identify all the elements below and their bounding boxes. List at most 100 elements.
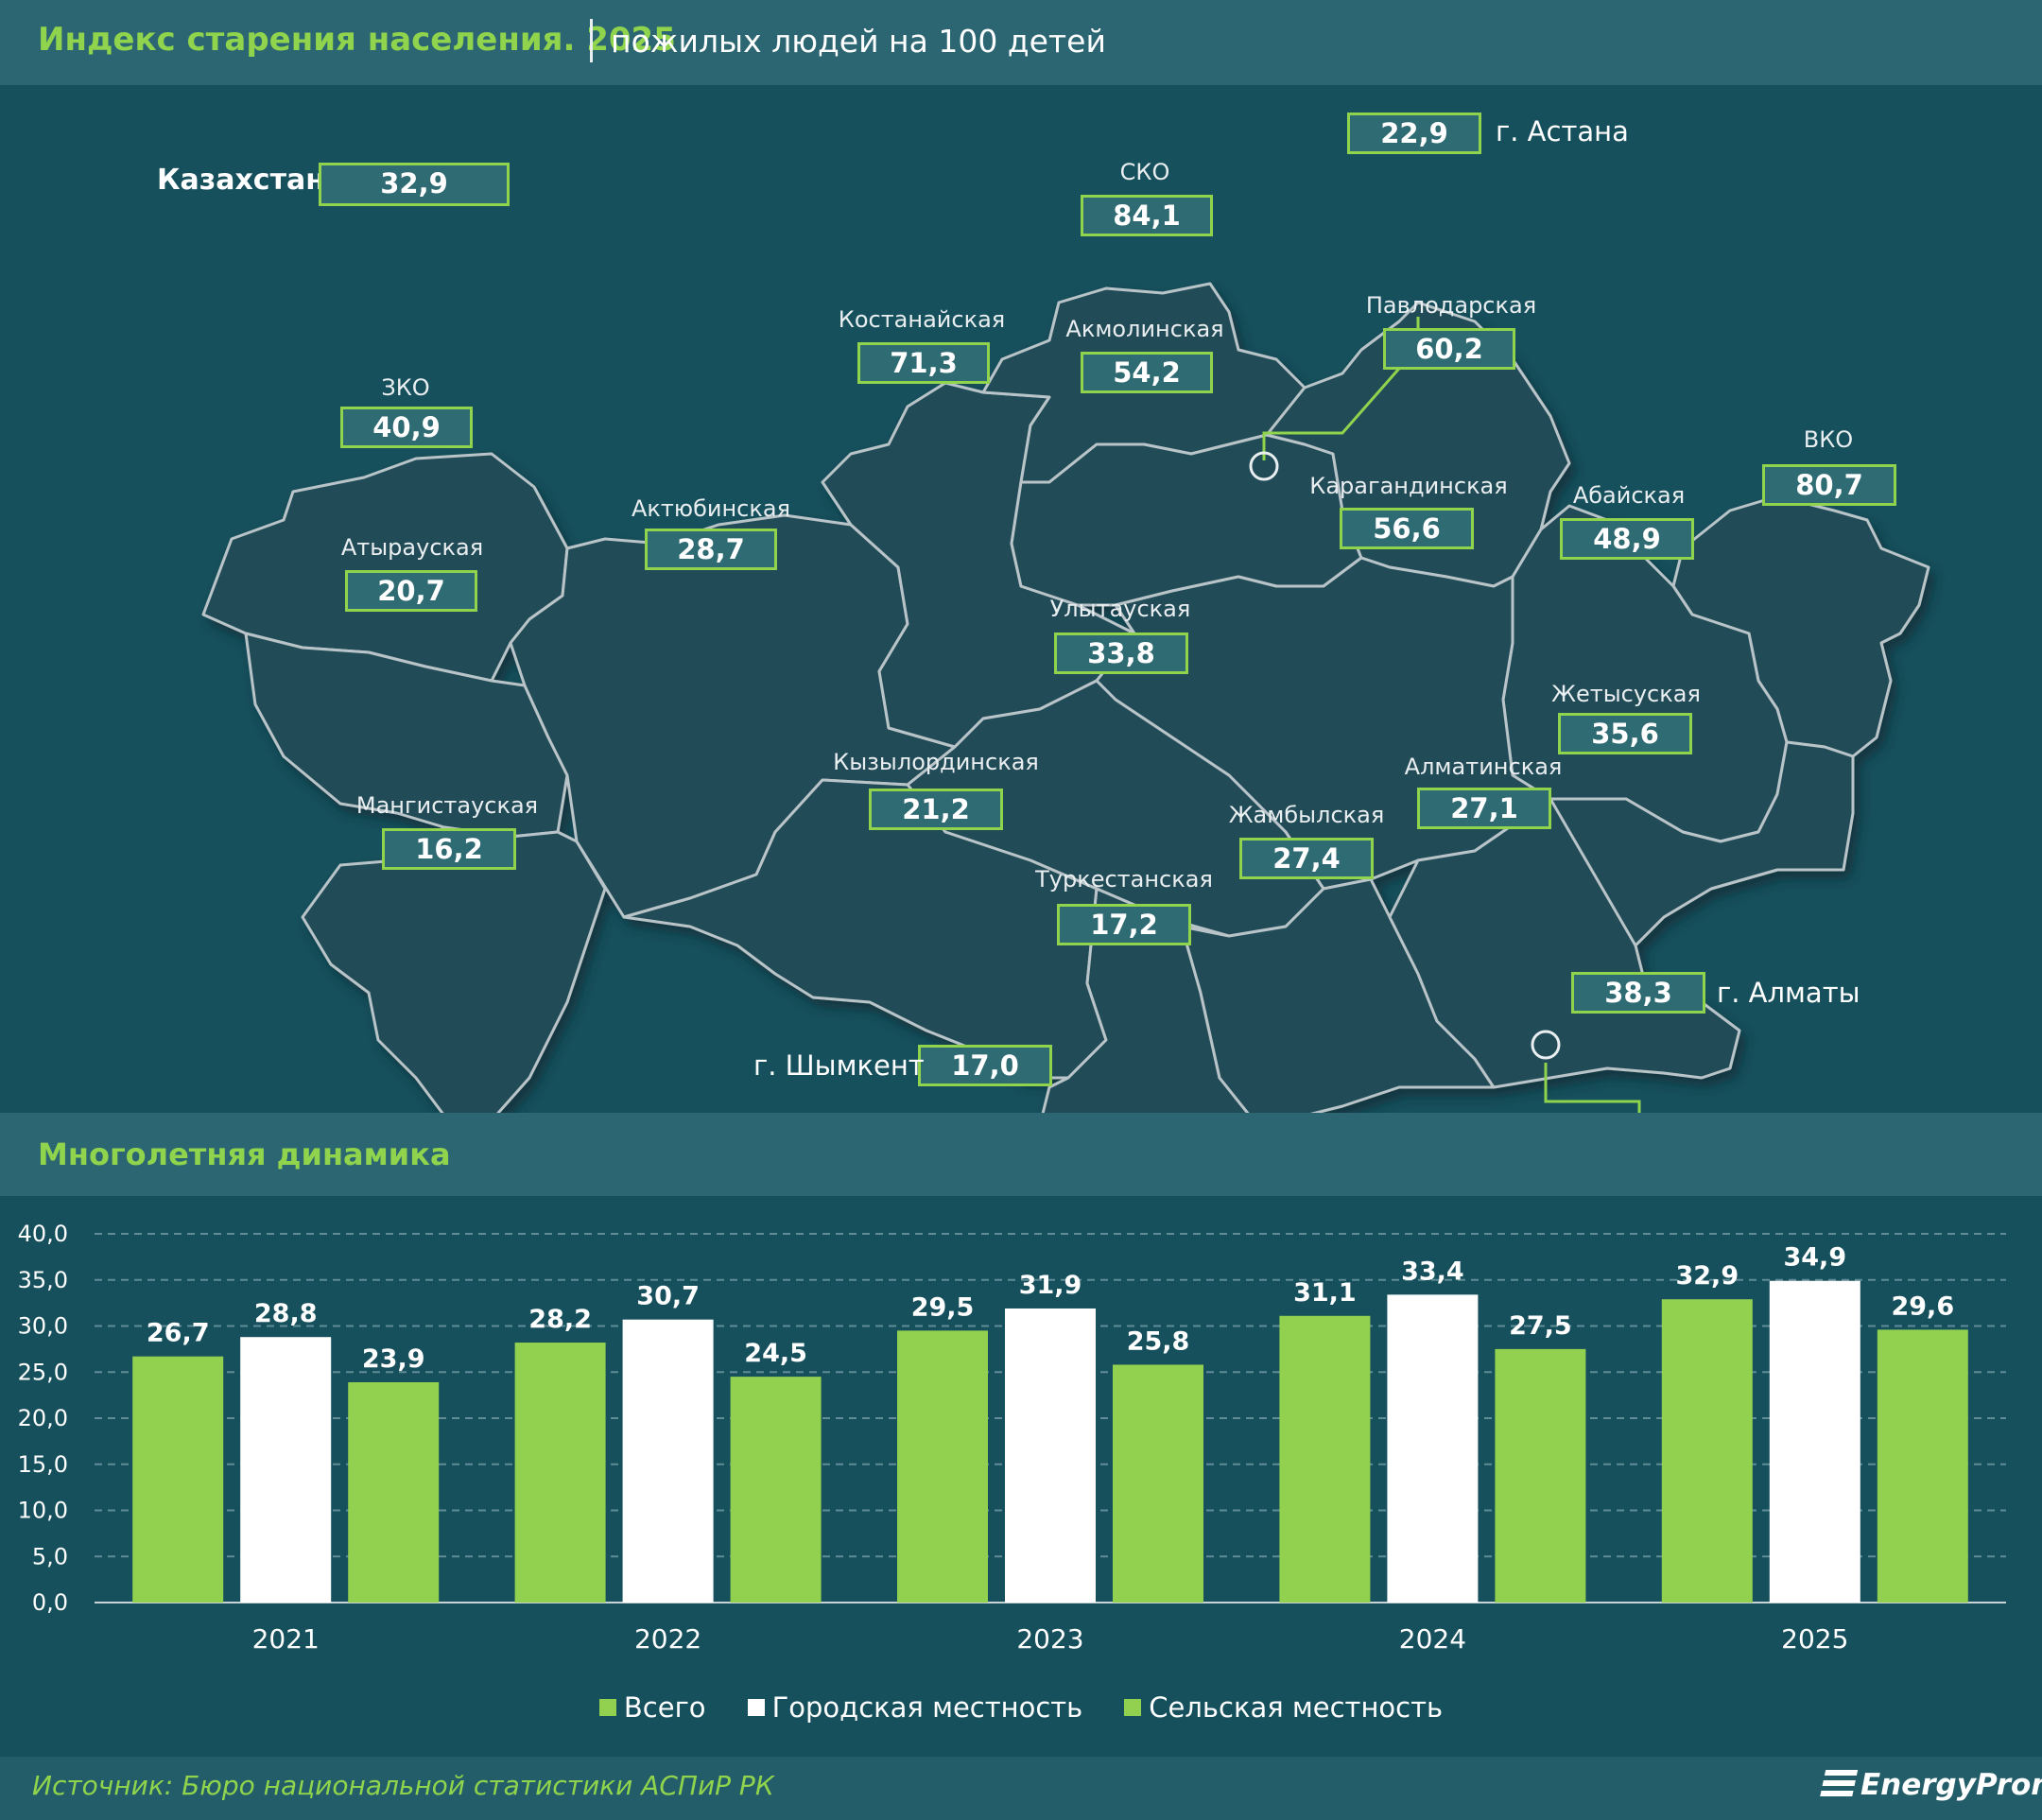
title-separator <box>590 19 593 62</box>
brand-logo-icon <box>1819 1770 1859 1798</box>
region-value-mangistau: 16,2 <box>382 828 516 870</box>
region-label-akmola: Акмолинская <box>1065 316 1224 342</box>
x-tick-label: 2022 <box>634 1623 701 1655</box>
region-value-kyzylorda: 21,2 <box>869 789 1003 830</box>
kazakhstan-map <box>201 282 1930 1113</box>
bar-value-label: 24,5 <box>744 1339 807 1368</box>
city-label-shymkent: г. Шымкент <box>753 1049 925 1082</box>
region-value-zhambyl: 27,4 <box>1239 838 1374 879</box>
y-tick-label: 35,0 <box>18 1267 68 1293</box>
astana-marker-icon <box>1249 451 1279 481</box>
y-tick-label: 25,0 <box>18 1359 68 1385</box>
legend-swatch-urban <box>747 1699 765 1716</box>
bar-value-label: 32,9 <box>1675 1261 1739 1291</box>
region-label-kostanay: Костанайская <box>838 306 1006 333</box>
bar-2024-1 <box>1387 1294 1479 1603</box>
y-tick-label: 0,0 <box>32 1589 68 1616</box>
region-label-kyzylorda: Кызылординская <box>833 749 1039 775</box>
region-label-karaganda: Карагандинская <box>1309 473 1508 499</box>
city-value-almaty: 38,3 <box>1571 972 1705 1014</box>
region-value-vko: 80,7 <box>1762 464 1896 506</box>
region-label-abai: Абайская <box>1572 482 1686 509</box>
country-value: 32,9 <box>319 163 510 206</box>
region-label-zhambyl: Жамбылская <box>1228 802 1385 828</box>
region-value-sko: 84,1 <box>1081 195 1213 236</box>
bar-2024-0 <box>1279 1315 1371 1603</box>
bar-2022-2 <box>730 1377 822 1603</box>
bar-value-label: 30,7 <box>636 1282 700 1311</box>
chart-labels: 0,0 5,0 10,0 15,0 20,0 25,0 30,0 35,0 40,0 26,7 28… <box>18 1221 1955 1655</box>
x-tick-label: 2025 <box>1781 1623 1848 1655</box>
bar-2022-1 <box>622 1319 714 1603</box>
header-band <box>0 0 2042 85</box>
bar-2023-1 <box>1005 1308 1096 1603</box>
region-value-akmola: 54,2 <box>1081 352 1213 393</box>
legend-item-urban: Городская местность <box>747 1691 1082 1724</box>
bar-value-label: 31,1 <box>1293 1278 1357 1308</box>
region-label-aktobe: Актюбинская <box>631 495 791 522</box>
bar-2025-1 <box>1769 1280 1860 1603</box>
bar-value-label: 28,2 <box>528 1305 592 1334</box>
legend-item-rural: Сельская местность <box>1124 1691 1443 1724</box>
region-label-pavlodar: Павлодарская <box>1365 292 1537 319</box>
brand-logo: EnergyProm <box>1819 1768 2042 1802</box>
city-label-almaty: г. Алматы <box>1717 977 1860 1009</box>
legend-swatch-rural <box>1124 1699 1142 1716</box>
region-label-almaty: Алматинская <box>1404 754 1563 780</box>
y-tick-label: 15,0 <box>18 1451 68 1478</box>
country-label: Казахстан <box>157 164 325 197</box>
source-note: Источник: Бюро национальной статистики А… <box>32 1770 774 1801</box>
city-markers <box>1249 451 1561 1060</box>
bar-value-label: 25,8 <box>1127 1326 1190 1356</box>
bar-2021-0 <box>132 1356 224 1603</box>
bar-value-label: 27,5 <box>1509 1311 1572 1341</box>
legend-label-rural: Сельская местность <box>1149 1691 1444 1724</box>
y-tick-label: 10,0 <box>18 1498 68 1524</box>
region-value-turkestan: 17,2 <box>1057 904 1191 945</box>
bar-value-label: 29,5 <box>911 1292 975 1322</box>
y-tick-label: 30,0 <box>18 1313 68 1340</box>
city-value-astana: 22,9 <box>1347 113 1481 154</box>
region-label-zhetysu: Жетысуская <box>1551 681 1701 707</box>
region-mangistau-shape <box>301 825 607 1113</box>
dynamics-title: Многолетняя динамика <box>38 1136 451 1172</box>
bar-value-label: 26,7 <box>147 1319 210 1348</box>
chart-legend: Всего Городская местность Сельская местн… <box>0 1691 2042 1724</box>
region-label-zko: ЗКО <box>381 374 430 401</box>
bar-2022-0 <box>514 1343 606 1603</box>
x-tick-label: 2021 <box>252 1623 320 1655</box>
y-tick-label: 40,0 <box>18 1221 68 1247</box>
region-value-zhetysu: 35,6 <box>1558 713 1692 754</box>
region-value-kostanay: 71,3 <box>857 342 990 384</box>
region-label-sko: СКО <box>1119 159 1170 185</box>
region-atyrau-shape <box>244 632 569 839</box>
dynamics-bar-chart: 0,0 5,0 10,0 15,0 20,0 25,0 30,0 35,0 40,0 26,7 28… <box>18 1221 2006 1655</box>
region-value-almaty: 27,1 <box>1417 788 1551 829</box>
bar-2025-2 <box>1877 1329 1968 1603</box>
almaty-leader-line <box>1544 1063 1641 1113</box>
bar-2021-2 <box>348 1381 440 1603</box>
region-value-zko: 40,9 <box>340 407 473 448</box>
region-value-karaganda: 56,6 <box>1340 508 1474 549</box>
x-tick-label: 2023 <box>1016 1623 1083 1655</box>
y-tick-label: 20,0 <box>18 1405 68 1431</box>
bar-2021-1 <box>240 1337 332 1603</box>
region-value-aktobe: 28,7 <box>645 529 777 570</box>
chart-bars <box>132 1280 1968 1603</box>
legend-item-total: Всего <box>598 1691 706 1724</box>
bar-value-label: 29,6 <box>1891 1291 1954 1321</box>
bar-2025-0 <box>1661 1299 1753 1603</box>
region-label-vko: ВКО <box>1803 426 1854 453</box>
dynamics-band <box>0 1113 2042 1196</box>
bar-2023-0 <box>897 1330 988 1603</box>
bar-value-label: 34,9 <box>1783 1243 1846 1273</box>
brand-name: EnergyProm <box>1860 1768 2042 1802</box>
bar-2024-2 <box>1495 1348 1586 1603</box>
legend-swatch-total <box>598 1699 616 1716</box>
bar-value-label: 31,9 <box>1019 1271 1082 1300</box>
region-label-atyrau: Атырауская <box>340 534 484 561</box>
bar-2023-2 <box>1113 1364 1203 1603</box>
city-value-shymkent: 17,0 <box>918 1045 1052 1086</box>
region-zhetysu-shape <box>1549 740 1855 947</box>
footer-band <box>0 1757 2042 1820</box>
